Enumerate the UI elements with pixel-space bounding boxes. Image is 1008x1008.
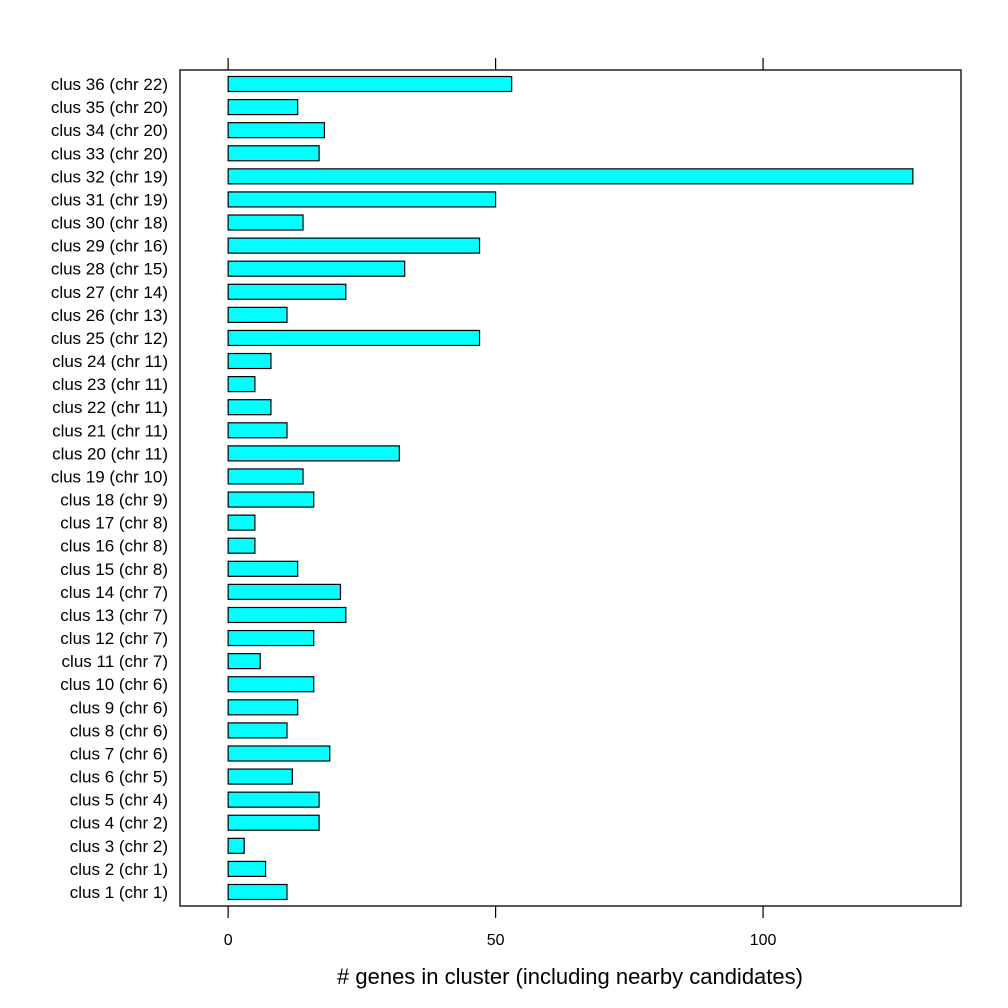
category-label: clus 16 (chr 8) <box>60 537 168 556</box>
bar-5 <box>227 791 320 808</box>
bar-31 <box>227 191 497 208</box>
bar-25 <box>227 329 481 347</box>
bar-11 <box>227 653 261 670</box>
category-label: clus 20 (chr 11) <box>52 444 168 463</box>
category-label: clus 13 (chr 7) <box>60 606 168 625</box>
category-label: clus 17 (chr 8) <box>60 514 168 533</box>
category-label: clus 34 (chr 20) <box>51 121 168 140</box>
category-label: clus 5 (chr 4) <box>70 791 168 810</box>
bar-17 <box>227 514 256 531</box>
category-labels: clus 1 (chr 1) clus 2 (chr 1) clus 3 (chr … <box>51 75 168 902</box>
bar-14 <box>227 583 342 600</box>
bar-28 <box>227 260 406 277</box>
x-tick-label: 50 <box>487 932 505 949</box>
bar-29 <box>227 237 481 254</box>
category-label: clus 1 (chr 1) <box>70 883 168 902</box>
bar-35 <box>227 98 299 116</box>
category-label: clus 6 (chr 5) <box>70 768 168 787</box>
x-tick-label: 0 <box>224 932 233 949</box>
category-label: clus 36 (chr 22) <box>51 75 168 94</box>
category-label: clus 30 (chr 18) <box>51 214 168 233</box>
bar-26 <box>227 306 288 323</box>
bar-18 <box>227 491 315 508</box>
plot-panel-frame <box>179 69 962 907</box>
bar-9 <box>227 699 299 716</box>
bar-15 <box>227 560 299 577</box>
category-label: clus 23 (chr 11) <box>52 375 168 394</box>
category-label: clus 11 (chr 7) <box>62 652 168 671</box>
bar-1 <box>227 883 288 901</box>
bar-16 <box>227 537 256 554</box>
bar-13 <box>227 606 347 624</box>
category-label: clus 32 (chr 19) <box>51 167 168 186</box>
category-label: clus 31 (chr 19) <box>51 190 168 209</box>
bar-6 <box>227 768 293 785</box>
bar-24 <box>227 352 272 370</box>
bar-7 <box>227 745 331 762</box>
bar-22 <box>227 399 272 416</box>
bars-layer <box>227 75 914 901</box>
category-label: clus 28 (chr 15) <box>51 260 168 279</box>
bar-33 <box>227 145 320 162</box>
category-label: clus 35 (chr 20) <box>51 98 168 117</box>
bar-12 <box>227 629 315 647</box>
bar-4 <box>227 814 320 831</box>
category-label: clus 8 (chr 6) <box>70 721 168 740</box>
category-label: clus 19 (chr 10) <box>51 467 168 486</box>
category-label: clus 9 (chr 6) <box>70 698 168 717</box>
category-label: clus 14 (chr 7) <box>60 583 168 602</box>
bar-36 <box>227 75 513 93</box>
x-tick-label: 100 <box>750 932 777 949</box>
category-label: clus 21 (chr 11) <box>52 421 168 440</box>
bar-27 <box>227 283 347 300</box>
bar-2 <box>227 860 267 878</box>
category-label: clus 22 (chr 11) <box>52 398 168 417</box>
bar-30 <box>227 214 304 231</box>
category-label: clus 27 (chr 14) <box>51 283 168 302</box>
category-label: clus 24 (chr 11) <box>52 352 168 371</box>
category-label: clus 4 (chr 2) <box>70 814 168 833</box>
category-label: clus 3 (chr 2) <box>70 837 168 856</box>
category-label: clus 18 (chr 9) <box>60 491 168 510</box>
bar-19 <box>227 468 304 485</box>
bar-3 <box>227 837 245 854</box>
bar-21 <box>227 422 288 439</box>
x-axis-ticks: 0 50 100 <box>224 58 777 949</box>
x-axis-title: # genes in cluster (including nearby can… <box>337 964 803 989</box>
category-label: clus 29 (chr 16) <box>51 237 168 256</box>
category-label: clus 7 (chr 6) <box>70 744 168 763</box>
category-label: clus 12 (chr 7) <box>60 629 168 648</box>
category-label: clus 15 (chr 8) <box>60 560 168 579</box>
bar-32 <box>227 168 914 185</box>
bar-23 <box>227 376 256 393</box>
bar-10 <box>227 676 315 693</box>
category-label: clus 26 (chr 13) <box>51 306 168 325</box>
bar-8 <box>227 722 288 739</box>
category-label: clus 25 (chr 12) <box>51 329 168 348</box>
bar-34 <box>227 122 326 139</box>
category-label: clus 33 (chr 20) <box>51 144 168 163</box>
bar-20 <box>227 445 400 462</box>
category-label: clus 10 (chr 6) <box>60 675 168 694</box>
category-label: clus 2 (chr 1) <box>70 860 168 879</box>
